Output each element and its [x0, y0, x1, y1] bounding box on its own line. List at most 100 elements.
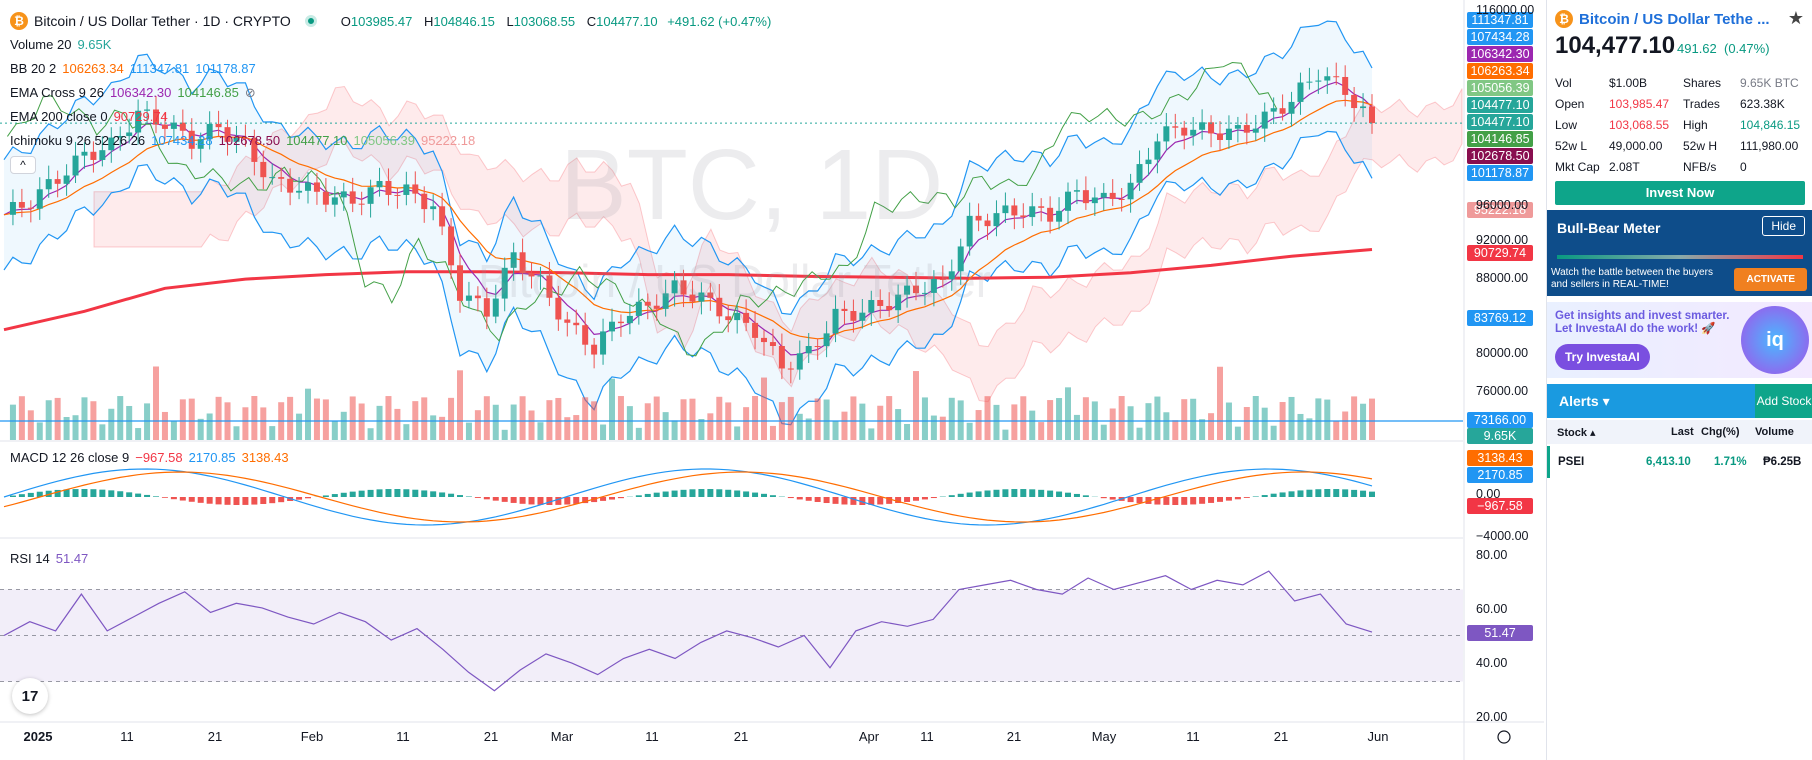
candle-body	[555, 297, 562, 320]
macd-histogram-bar	[689, 489, 696, 497]
candle-body	[215, 123, 222, 128]
hide-button[interactable]: Hide	[1762, 216, 1805, 236]
stat-l1: Vol	[1555, 76, 1572, 90]
candle-body	[787, 368, 794, 370]
candle-body	[251, 138, 258, 162]
time-axis-label: Mar	[550, 729, 574, 744]
favorite-star-icon[interactable]: ★	[1787, 8, 1804, 28]
tradingview-logo-icon[interactable]: 17	[12, 678, 48, 714]
legend-volume[interactable]: Volume 20 9.65K	[10, 37, 117, 53]
alerts-dropdown[interactable]: Alerts ▾	[1559, 393, 1610, 409]
col-volume[interactable]: Volume	[1755, 426, 1794, 438]
activate-button[interactable]: ACTIVATE	[1734, 268, 1807, 291]
table-row[interactable]: PSEI 6,413.10 1.71% ₱6.25B	[1547, 446, 1812, 478]
candle-body	[913, 285, 919, 294]
legend-ema-cross[interactable]: EMA Cross 9 26 106342.30 104146.85 ⊘	[10, 85, 262, 101]
hidden-icon[interactable]: ⊘	[244, 85, 256, 100]
collapse-legend-button[interactable]: ^	[10, 156, 36, 174]
candle-body	[895, 294, 902, 311]
candle-body	[1199, 122, 1206, 130]
candle-body	[269, 177, 276, 179]
candle-body	[1136, 164, 1143, 183]
candle-body	[564, 319, 571, 323]
volume-bar	[510, 404, 517, 440]
volume-bar	[984, 396, 991, 440]
chart-canvas[interactable]	[0, 0, 1544, 760]
investaai-promo[interactable]: Get insights and invest smarter. Let Inv…	[1547, 302, 1812, 378]
macd-histogram-bar	[564, 497, 571, 505]
volume-bar	[850, 396, 857, 440]
candle-body	[1065, 191, 1071, 211]
candle-body	[465, 295, 472, 301]
candle-body	[662, 293, 669, 309]
macd-histogram-bar	[322, 495, 329, 497]
candle-body	[36, 189, 43, 209]
candle-body	[313, 182, 320, 192]
volume-bar	[680, 399, 687, 440]
legend-bb[interactable]: BB 20 2 106263.34 111347.81 101178.87	[10, 61, 262, 77]
macd-histogram-bar	[465, 496, 472, 497]
volume-bar	[1270, 425, 1277, 440]
legend-macd[interactable]: MACD 12 26 close 9 −967.58 2170.85 3138.43	[10, 450, 295, 466]
try-investaai-button[interactable]: Try InvestaAI	[1555, 344, 1650, 370]
candle-body	[626, 315, 633, 324]
volume-bar	[769, 425, 776, 440]
macd-histogram-bar	[698, 489, 705, 497]
col-last[interactable]: Last	[1671, 426, 1694, 438]
candle-body	[823, 333, 830, 347]
candle-body	[27, 207, 34, 209]
volume-bar	[1199, 419, 1206, 440]
legend-rsi[interactable]: RSI 14 51.47	[10, 551, 94, 567]
macd-histogram-bar	[707, 489, 714, 497]
legend-ema200[interactable]: EMA 200 close 0 90729.74	[10, 109, 174, 125]
volume-bar	[1065, 387, 1071, 440]
candle-body	[841, 308, 848, 312]
macd-line	[3, 468, 1373, 526]
volume-bar	[1324, 399, 1331, 440]
volume-bar	[457, 370, 463, 440]
legend-ichimoku[interactable]: Ichimoku 9 26 52 26 26 107434.28 102678.50…	[10, 133, 481, 149]
quote-title[interactable]: ₿ Bitcoin / US Dollar Tethe ...	[1555, 10, 1770, 28]
macd-histogram-bar	[358, 490, 365, 497]
macd-histogram-bar	[1100, 497, 1107, 499]
volume-bar	[179, 399, 186, 440]
volume-bar	[63, 417, 70, 440]
rsi-axis-label: 60.00	[1476, 602, 1508, 616]
invest-now-button[interactable]: Invest Now	[1555, 181, 1805, 205]
macd-histogram-bar	[1002, 489, 1009, 497]
macd-histogram-bar	[269, 497, 276, 504]
col-chg[interactable]: Chg(%)	[1701, 426, 1740, 438]
volume-bar	[340, 411, 347, 440]
candle-body	[1145, 159, 1152, 165]
stat-v2: 104,846.15	[1740, 118, 1801, 132]
candle-body	[600, 331, 607, 355]
chart-area[interactable]: BTC, 1D Bitcoin / US Dollar Tether ₿ Bit…	[0, 0, 1544, 760]
bollinger-lower	[3, 130, 1373, 426]
volume-bar	[170, 420, 177, 440]
candle-body	[457, 265, 463, 301]
add-stock-button[interactable]: Add Stock	[1755, 384, 1812, 418]
candle-body	[1208, 122, 1215, 134]
low-label: L	[506, 13, 514, 29]
alerts-bar: Alerts ▾ Add Stock	[1547, 384, 1812, 418]
candle-body	[430, 206, 437, 210]
candle-body	[743, 312, 750, 323]
candle-body	[197, 139, 204, 149]
volume-bar	[904, 423, 911, 440]
candle-body	[233, 137, 240, 142]
macd-histogram-bar	[483, 497, 490, 500]
candle-body	[1073, 190, 1080, 192]
candle-body	[716, 297, 723, 317]
candle-body	[582, 325, 589, 345]
macd-histogram-bar	[385, 489, 392, 497]
rsi-tag: 51.47	[1467, 625, 1533, 641]
candle-body	[403, 184, 410, 195]
macd-histogram-bar	[99, 489, 106, 497]
col-stock[interactable]: Stock ▴	[1557, 427, 1596, 439]
symbol-title[interactable]: Bitcoin / US Dollar Tether · 1D · CRYPTO	[34, 13, 291, 29]
candle-body	[108, 137, 115, 151]
candle-body	[635, 301, 642, 316]
volume-bar	[957, 400, 964, 440]
macd-histogram-bar	[1279, 492, 1286, 497]
candle-body	[18, 202, 25, 208]
